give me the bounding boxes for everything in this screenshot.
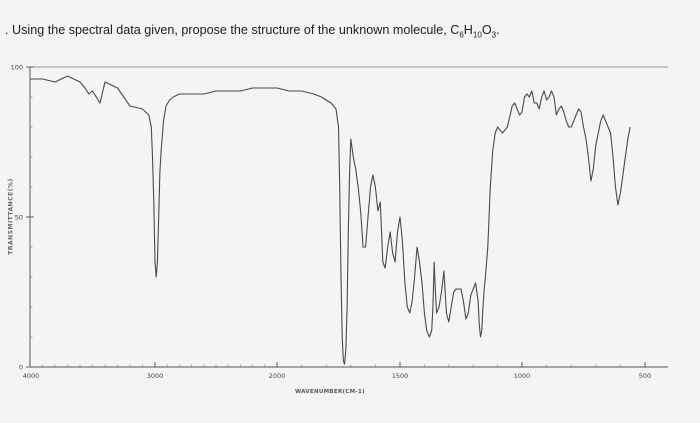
molecular-formula: C6H10O3 — [450, 23, 497, 40]
formula-h-count: 10 — [472, 30, 482, 40]
y-tick-label: 0 — [19, 364, 23, 372]
x-tick-label: 2000 — [269, 372, 286, 380]
spectrum-series-line — [30, 75, 631, 365]
x-tick-label: 500 — [639, 372, 651, 380]
x-tick-label: 1500 — [392, 372, 409, 380]
formula-h: H — [463, 23, 473, 37]
question-text: . Using the spectral data given, propose… — [5, 23, 500, 40]
chart-ticks — [26, 66, 646, 368]
formula-o: O — [481, 23, 492, 37]
y-tick-label: 50 — [15, 214, 23, 222]
x-axis-label: WAVENUMBER(CM-1) — [295, 389, 365, 395]
x-tick-label: 4000 — [23, 372, 40, 380]
question-prefix: . Using the spectral data given, propose… — [5, 23, 451, 37]
chart-plot — [30, 75, 631, 365]
x-tick-label: 1000 — [514, 372, 531, 380]
question-suffix: . — [496, 23, 500, 37]
formula-c-count: 6 — [459, 30, 464, 40]
formula-c: C — [450, 23, 460, 37]
y-tick-label: 100 — [11, 64, 23, 72]
formula-o-count: 3 — [491, 30, 497, 40]
x-tick-label: 3000 — [147, 372, 164, 380]
